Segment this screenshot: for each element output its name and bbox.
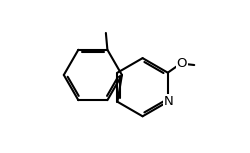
Text: O: O (177, 57, 187, 69)
Text: N: N (164, 95, 174, 108)
